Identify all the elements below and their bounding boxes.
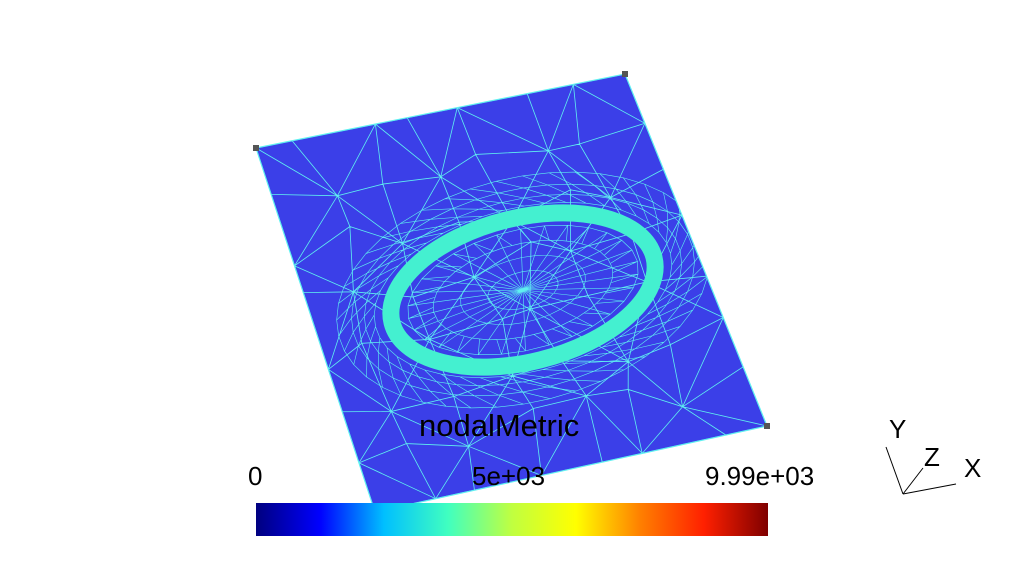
corner-vertex [622, 71, 628, 77]
scalar-bar-tick-mid: 5e+03 [472, 461, 546, 491]
corner-vertex [764, 423, 770, 429]
axis-label-y: Y [889, 414, 907, 444]
corner-vertex [253, 145, 259, 151]
scalar-bar-tick-max: 9.99e+03 [705, 461, 815, 491]
axis-line-x [902, 483, 957, 495]
refined-mesh-ring [336, 171, 710, 409]
mesh-plate [255, 73, 768, 513]
axis-label-z: Z [924, 442, 940, 472]
dense-refinement-band [382, 204, 664, 376]
axis-label-x: X [964, 453, 982, 483]
scalar-bar-tick-min: 0 [248, 461, 263, 491]
axis-line-y [885, 446, 904, 495]
transition-mesh-edges [336, 171, 710, 409]
orientation-axes [885, 446, 957, 495]
inner-mesh-edges [407, 225, 639, 355]
corner-vertices [253, 71, 770, 429]
axis-line-z [902, 467, 924, 495]
scalar-bar-title: nodalMetric [419, 408, 580, 443]
colorbar-gradient [256, 503, 768, 536]
scalar-bar-colorbar [256, 503, 768, 536]
